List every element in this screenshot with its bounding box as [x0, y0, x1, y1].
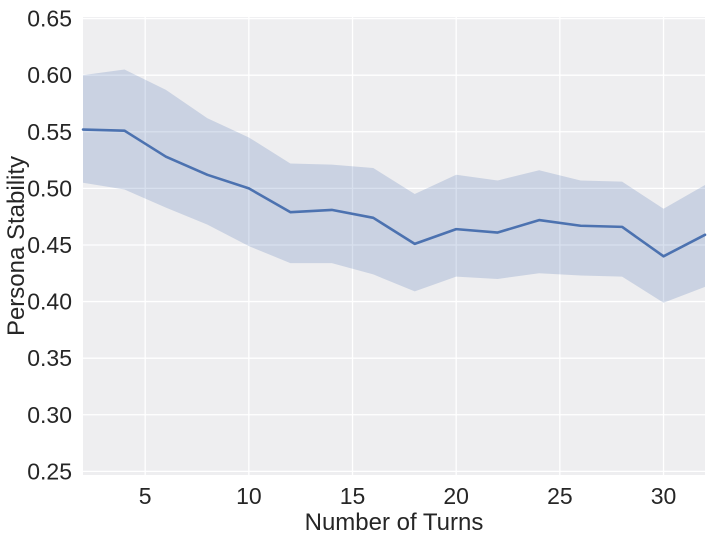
plot-layer: 0.25 0.30 0.35 0.40 0.45 0.50 0.55 0.60 0.65 5 10 1… — [27, 6, 707, 509]
y-tick-label: 0.65 — [27, 6, 72, 32]
y-tick-label: 0.25 — [27, 458, 72, 484]
confidence-band — [83, 69, 705, 303]
x-axis-label: Number of Turns — [305, 509, 484, 536]
y-tick-label: 0.35 — [27, 345, 72, 371]
x-tick-label: 25 — [547, 483, 573, 509]
y-tick-label: 0.50 — [27, 175, 72, 201]
y-tick-label: 0.55 — [27, 119, 72, 145]
mean-line — [81, 128, 707, 258]
x-tick-label: 10 — [236, 483, 262, 509]
y-tick-label: 0.60 — [27, 62, 72, 88]
y-tick-label: 0.45 — [27, 232, 72, 258]
plot-background — [83, 17, 705, 475]
y-axis-label: Persona Stability — [3, 156, 30, 336]
x-tick-label: 30 — [651, 483, 677, 509]
y-tick-label: 0.40 — [27, 289, 72, 315]
x-tick-label: 5 — [139, 483, 152, 509]
x-tick-label: 20 — [443, 483, 469, 509]
x-tick-label: 15 — [340, 483, 366, 509]
y-tick-label: 0.30 — [27, 402, 72, 428]
